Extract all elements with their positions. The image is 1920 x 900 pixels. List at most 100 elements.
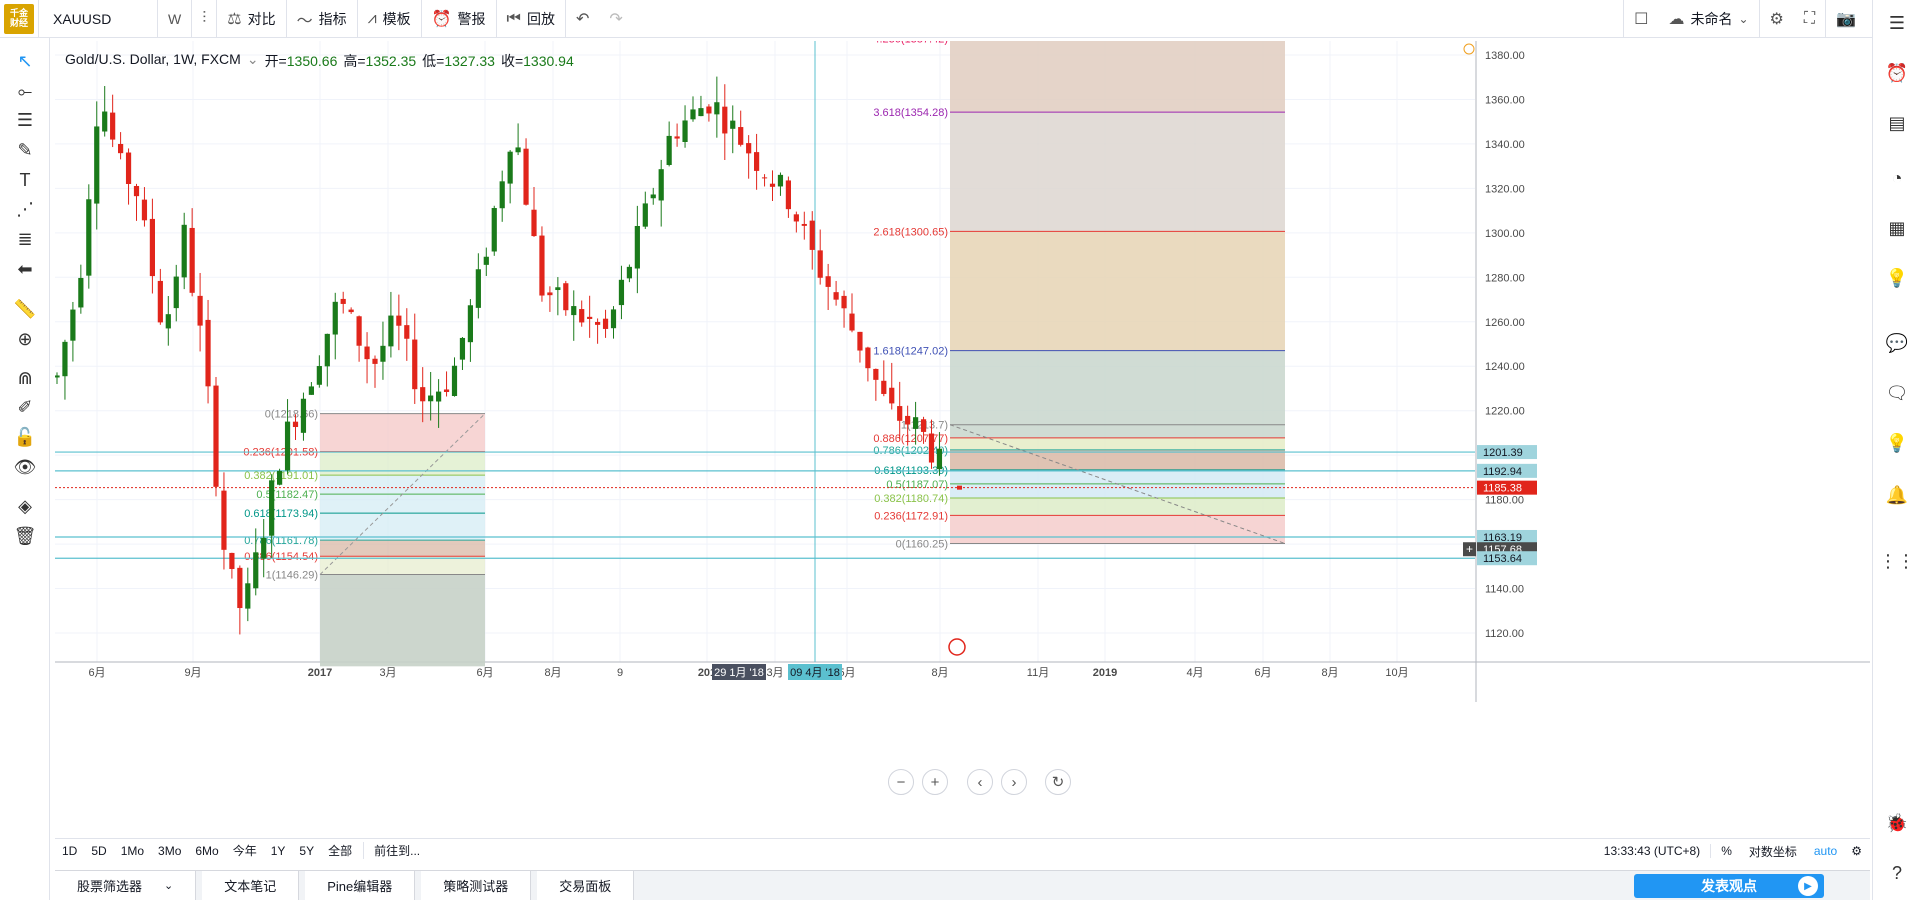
back-arrow-tool[interactable]: ⬅ bbox=[12, 256, 38, 282]
range-1mo[interactable]: 1Mo bbox=[120, 843, 145, 858]
range-all[interactable]: 全部 bbox=[328, 844, 353, 858]
interval-button[interactable]: W bbox=[168, 10, 182, 27]
redo-button[interactable]: ↷ bbox=[599, 0, 632, 38]
clock[interactable]: 13:33:43 (UTC+8) bbox=[1597, 844, 1712, 858]
range-5d[interactable]: 5D bbox=[91, 843, 107, 858]
range-3mo[interactable]: 3Mo bbox=[158, 843, 182, 858]
fib-tool[interactable]: ≣ bbox=[12, 226, 38, 252]
lock-draw-tool[interactable]: ✐ bbox=[12, 394, 38, 420]
candle-body bbox=[785, 180, 791, 210]
list-icon: ☰ bbox=[1888, 12, 1906, 33]
hotlist-button[interactable]: ◔ bbox=[1884, 165, 1910, 191]
text-tool[interactable]: T bbox=[12, 167, 38, 193]
ruler-icon: 📏 bbox=[13, 298, 37, 319]
log-scale-toggle[interactable]: 对数坐标 bbox=[1748, 844, 1797, 859]
candle-body bbox=[205, 319, 211, 387]
tab-pine-editor[interactable]: Pine编辑器 bbox=[305, 870, 416, 900]
chart-type-button[interactable]: ⫶ bbox=[192, 0, 216, 38]
zoom-out-button[interactable]: − bbox=[888, 769, 914, 795]
idea-stream-button[interactable]: 💡 bbox=[1884, 430, 1910, 456]
layers-tool[interactable]: ◈ bbox=[12, 493, 38, 519]
candlestick-chart[interactable]: 0(1218.66)0.236(1201.58)0.382(1191.01)0.… bbox=[55, 41, 1870, 809]
percent-toggle[interactable]: % bbox=[1721, 844, 1732, 858]
candle-body bbox=[801, 223, 807, 226]
bell-icon: 🔔 bbox=[1885, 484, 1909, 505]
chat-button[interactable]: 💬 bbox=[1884, 330, 1910, 356]
cursor-tool[interactable]: ↖ bbox=[12, 48, 38, 74]
snapshot-button[interactable]: 📷 bbox=[1826, 0, 1866, 38]
data-window-button[interactable]: ▤ bbox=[1884, 110, 1910, 136]
delete-tool[interactable]: 🗑 bbox=[12, 523, 38, 549]
candle-body bbox=[459, 337, 466, 360]
bug-report-button[interactable]: 🐞 bbox=[1884, 810, 1910, 836]
ruler-tool[interactable]: 📏 bbox=[12, 296, 38, 322]
fib-right-zone bbox=[950, 112, 1285, 232]
calendar-button[interactable]: ▦ bbox=[1884, 215, 1910, 241]
alert-button[interactable]: ⏰ 警报 bbox=[431, 10, 486, 28]
info-icon[interactable] bbox=[1463, 43, 1475, 55]
scroll-left-button[interactable]: ‹ bbox=[967, 769, 993, 795]
economic-event-icon[interactable] bbox=[948, 638, 966, 656]
range-1y[interactable]: 1Y bbox=[270, 843, 286, 858]
layout-name-button[interactable]: ☁ 未命名 ⌄ bbox=[1668, 11, 1749, 28]
replay-button[interactable]: ⏮ 回放 bbox=[506, 9, 555, 27]
candle-body bbox=[261, 537, 267, 559]
legend-chevron-icon[interactable]: ⌄ bbox=[246, 51, 259, 67]
candle-body bbox=[332, 301, 338, 335]
candle-body bbox=[62, 341, 68, 377]
templates-button[interactable]: ⩘ 模板 bbox=[367, 9, 411, 27]
symbol-search[interactable]: XAUUSD bbox=[53, 10, 112, 27]
range-5y[interactable]: 5Y bbox=[299, 843, 315, 858]
compare-button[interactable]: ⚖ 对比 bbox=[227, 10, 276, 28]
layout-toggle[interactable]: ☐ bbox=[1624, 0, 1658, 38]
fullscreen-button[interactable]: ⛶ bbox=[1794, 0, 1825, 38]
settings-button[interactable]: ⚙ bbox=[1760, 0, 1794, 38]
candle-body bbox=[380, 345, 386, 362]
legend-title[interactable]: Gold/U.S. Dollar, 1W, FXCM bbox=[65, 51, 241, 67]
publish-idea-button[interactable]: 发表观点 ▶ bbox=[1634, 874, 1824, 898]
pattern-tool[interactable]: ⋰ bbox=[12, 196, 38, 222]
range-ytd[interactable]: 今年 bbox=[232, 844, 257, 858]
zoom-tool[interactable]: ⊕ bbox=[12, 326, 38, 352]
indicators-button[interactable]: 〜指标 bbox=[287, 0, 357, 38]
line-tool[interactable]: ⟜ bbox=[12, 78, 38, 104]
object-tree-button[interactable]: ⋮⋮ bbox=[1879, 548, 1915, 574]
range-1d[interactable]: 1D bbox=[62, 843, 78, 858]
candle-body bbox=[364, 346, 370, 360]
reset-chart-button[interactable]: ↻ bbox=[1045, 769, 1071, 795]
zoom-in-button[interactable]: + bbox=[922, 769, 948, 795]
axis-settings-button[interactable]: ⚙ bbox=[1847, 844, 1870, 858]
visibility-tool[interactable]: 👁 bbox=[12, 454, 38, 480]
scroll-right-button[interactable]: › bbox=[1001, 769, 1027, 795]
lock-tool[interactable]: 🔓 bbox=[12, 424, 38, 450]
tab-stock-screener[interactable]: 股票筛选器 ⌄ bbox=[55, 870, 197, 900]
channel-tool[interactable]: ☰ bbox=[12, 107, 38, 133]
time-tick-label: 6月 bbox=[476, 667, 493, 679]
brush-tool[interactable]: ✎ bbox=[12, 137, 38, 163]
tab-strategy-tester[interactable]: 策略测试器 bbox=[421, 870, 532, 900]
replay-icon: ⏮ bbox=[506, 9, 521, 27]
auto-scale-toggle[interactable]: auto bbox=[1813, 844, 1838, 858]
price-tick-label: 1280.00 bbox=[1485, 272, 1525, 284]
range-6mo[interactable]: 6Mo bbox=[195, 843, 219, 858]
fib-right-zone bbox=[950, 41, 1285, 113]
goto-date-button[interactable]: 前往到... bbox=[363, 842, 427, 859]
arrow-left-icon: ⬅ bbox=[17, 258, 33, 279]
messages-button[interactable]: 🗨 bbox=[1884, 380, 1910, 406]
fib-left-level-label: 1(1146.29) bbox=[266, 570, 318, 582]
price-badge-label: 1153.64 bbox=[1483, 553, 1522, 565]
logo[interactable]: 千金 财经 bbox=[0, 0, 38, 38]
chart-area[interactable]: Gold/U.S. Dollar, 1W, FXCM ⌄ 开=1350.66 高… bbox=[55, 41, 1870, 809]
candle-body bbox=[173, 276, 179, 309]
ideas-button[interactable]: 💡 bbox=[1884, 265, 1910, 291]
alerts-panel-button[interactable]: ⏰ bbox=[1884, 60, 1910, 86]
tab-text-notes[interactable]: 文本笔记 bbox=[202, 870, 300, 900]
watchlist-button[interactable]: ☰ bbox=[1884, 10, 1910, 36]
undo-button[interactable]: ↶ bbox=[566, 0, 599, 38]
tab-trading-panel[interactable]: 交易面板 bbox=[537, 870, 635, 900]
lightbulb-icon: 💡 bbox=[1885, 267, 1909, 288]
help-button[interactable]: ? bbox=[1884, 860, 1910, 886]
magnet-tool[interactable]: ⋒ bbox=[12, 365, 38, 391]
crosshair-plus-button[interactable] bbox=[1463, 542, 1476, 557]
notifications-button[interactable]: 🔔 bbox=[1884, 482, 1910, 508]
